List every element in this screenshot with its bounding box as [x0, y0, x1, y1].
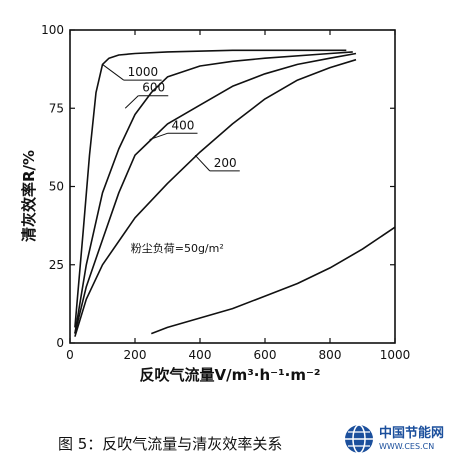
x-tick-label: 600 — [254, 348, 277, 362]
globe-logo-icon — [344, 424, 373, 454]
series-label-2: 400 — [172, 118, 195, 132]
y-tick-label: 75 — [49, 101, 64, 115]
x-tick-label: 200 — [124, 348, 147, 362]
y-tick-label: 50 — [49, 180, 64, 194]
series-line-1 — [74, 51, 353, 334]
chart-ticks: 0 200 400 600 800 1000 0 25 50 75 100 — [41, 23, 410, 362]
series-line-2 — [74, 52, 357, 334]
x-tick-label: 400 — [189, 348, 212, 362]
chart-series-labels: 1000 600 400 200 粉尘负荷=50g/m² — [102, 64, 240, 255]
y-axis-title: 清灰效率R/% — [20, 150, 38, 242]
series-line-0 — [74, 49, 347, 328]
x-tick-label: 0 — [66, 348, 74, 362]
series-label-3: 200 — [214, 156, 237, 170]
watermark-url: WWW.CES.CN — [378, 442, 435, 451]
y-tick-label: 100 — [41, 23, 64, 37]
series-label-1: 600 — [142, 81, 165, 95]
watermark-name: 中国节能网 — [378, 426, 444, 441]
series-leader-1 — [124, 95, 139, 109]
y-tick-label: 25 — [49, 258, 64, 272]
x-tick-label: 1000 — [380, 348, 411, 362]
series-label-0: 1000 — [128, 65, 159, 79]
x-tick-label: 800 — [319, 348, 342, 362]
line-chart: 0 200 400 600 800 1000 0 25 50 75 100 1000 600 400 20… — [20, 23, 410, 384]
chart-series-lines — [74, 49, 396, 337]
series-leader-3 — [194, 154, 211, 172]
figure-caption: 图 5：反吹气流量与清灰效率关系 — [58, 435, 283, 453]
series-line-3 — [74, 58, 357, 337]
series-leader-0 — [102, 64, 124, 81]
y-tick-label: 0 — [56, 336, 64, 350]
series-leader-2 — [149, 132, 168, 141]
site-watermark: 中国节能网 WWW.CES.CN — [343, 422, 444, 456]
series-label-4: 粉尘负荷=50g/m² — [131, 241, 224, 255]
x-axis-title: 反吹气流量V/m³·h⁻¹·m⁻² — [140, 366, 321, 384]
series-line-4 — [151, 226, 396, 335]
